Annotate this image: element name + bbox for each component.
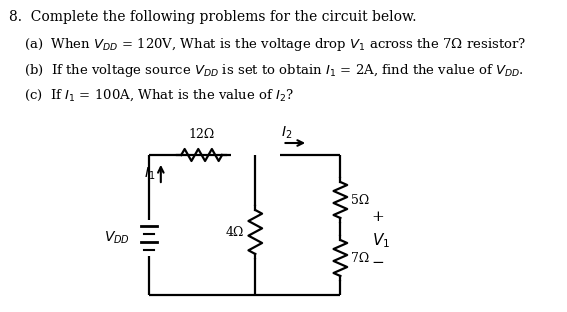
Text: (a)  When $V_{DD}$ = 120V, What is the voltage drop $V_1$ across the 7Ω resistor: (a) When $V_{DD}$ = 120V, What is the vo… (24, 36, 526, 53)
Text: −: − (371, 256, 384, 270)
Text: (b)  If the voltage source $V_{DD}$ is set to obtain $I_1$ = 2A, find the value : (b) If the voltage source $V_{DD}$ is se… (24, 62, 524, 79)
Text: $V_1$: $V_1$ (372, 232, 390, 250)
Text: +: + (371, 210, 384, 224)
Text: 8.  Complete the following problems for the circuit below.: 8. Complete the following problems for t… (9, 10, 416, 24)
Text: (c)  If $I_1$ = 100A, What is the value of $I_2$?: (c) If $I_1$ = 100A, What is the value o… (24, 88, 294, 104)
Text: $I_1$: $I_1$ (145, 165, 156, 182)
Text: 4Ω: 4Ω (226, 226, 244, 238)
Text: $I_2$: $I_2$ (281, 124, 292, 141)
Text: $V_{DD}$: $V_{DD}$ (104, 230, 130, 246)
Text: 5Ω: 5Ω (350, 193, 369, 207)
Text: 12Ω: 12Ω (189, 128, 215, 141)
Text: 7Ω: 7Ω (350, 251, 369, 265)
